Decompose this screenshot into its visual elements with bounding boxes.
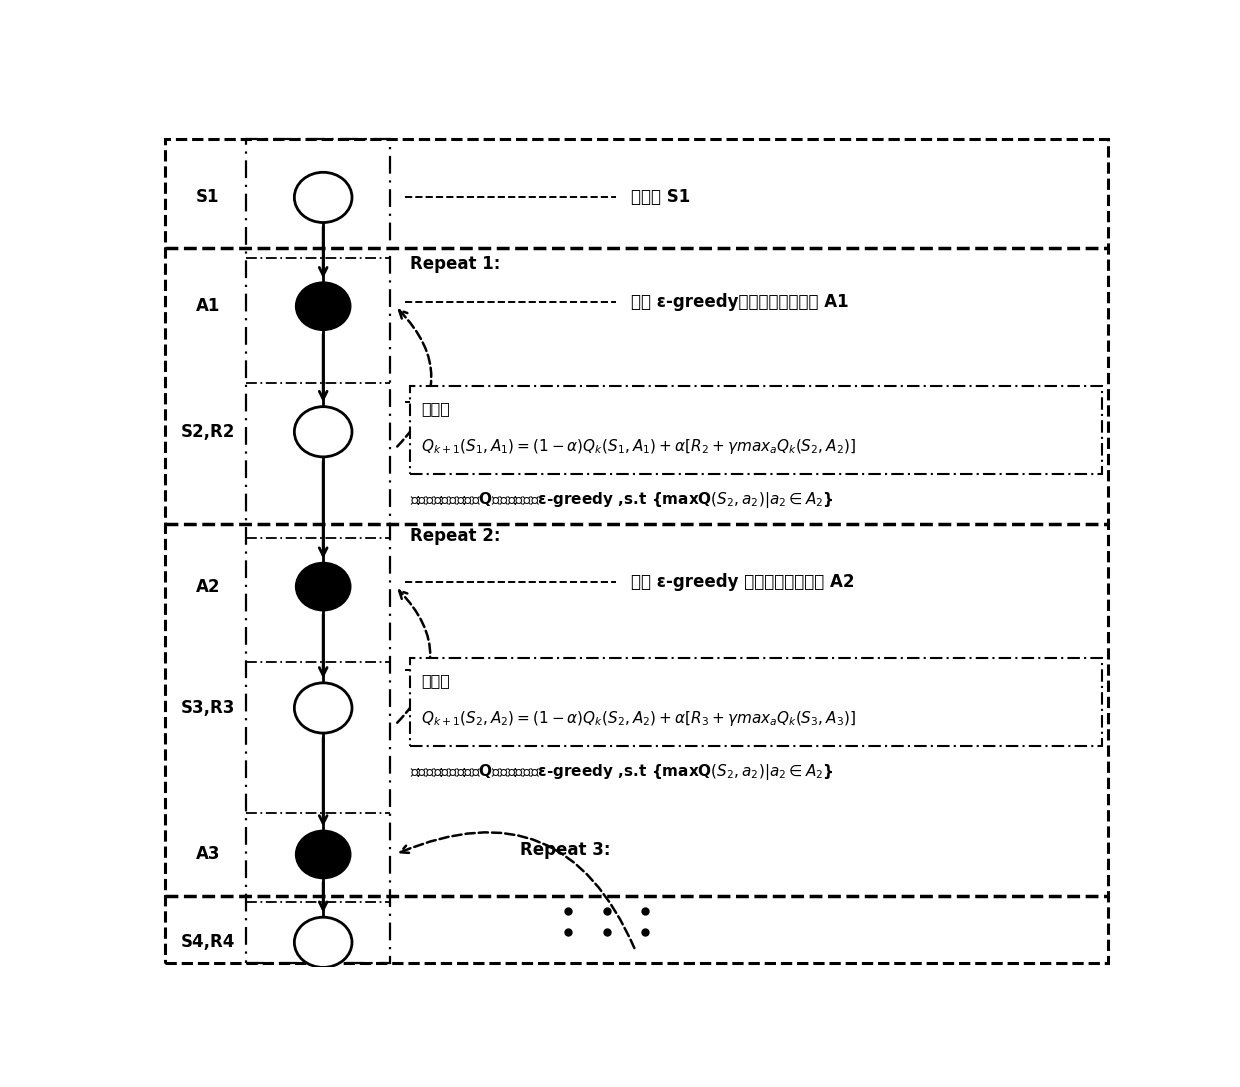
Text: A1: A1: [196, 297, 219, 315]
Text: 更新：: 更新：: [422, 673, 450, 688]
Text: $Q_{k+1}(S_2,A_2) = (1 - \alpha)Q_k(S_2,A_2)+\alpha[R_3 + \gamma max_a Q_k(S_3,A: $Q_{k+1}(S_2,A_2) = (1 - \alpha)Q_k(S_2,…: [422, 710, 857, 728]
Text: 根据环境观测 S2，R2: 根据环境观测 S2，R2: [631, 393, 754, 412]
Text: Repeat 3:: Repeat 3:: [521, 841, 610, 859]
Circle shape: [296, 830, 350, 878]
Text: 根据环境观测 S2，R2: 根据环境观测 S2，R2: [631, 661, 754, 679]
Text: 更新：: 更新：: [422, 401, 450, 416]
Circle shape: [294, 683, 352, 733]
Text: Repeat 2:: Repeat 2:: [409, 527, 500, 546]
Text: 注：以上一步的最佳Q值更新，而非ε-greedy ,s.t {maxQ$(S_2,a_2)|a_2 \in A_2$}: 注：以上一步的最佳Q值更新，而非ε-greedy ,s.t {maxQ$(S_2…: [409, 490, 833, 511]
Text: A3: A3: [196, 846, 221, 863]
Circle shape: [294, 172, 352, 223]
Circle shape: [294, 917, 352, 967]
Text: 注：以上一步的最佳Q值更新，而非ε-greedy ,s.t {maxQ$(S_2,a_2)|a_2 \in A_2$}: 注：以上一步的最佳Q值更新，而非ε-greedy ,s.t {maxQ$(S_2…: [409, 762, 833, 783]
Circle shape: [296, 283, 350, 329]
Circle shape: [296, 563, 350, 610]
Bar: [409, 386, 1101, 474]
Bar: [409, 658, 1101, 746]
Text: $Q_{k+1}(S_1,A_1) = (1 - \alpha)Q_k(S_1,A_1) + \alpha[R_2 + \gamma max_a Q_k(S_2: $Q_{k+1}(S_1,A_1) = (1 - \alpha)Q_k(S_1,…: [422, 437, 857, 457]
Circle shape: [294, 407, 352, 457]
Text: S4,R4: S4,R4: [181, 934, 236, 951]
Text: Repeat 1:: Repeat 1:: [409, 255, 500, 273]
Bar: [247, 139, 391, 963]
Text: A2: A2: [196, 577, 221, 596]
Text: 初始化 S1: 初始化 S1: [631, 188, 689, 207]
Text: S1: S1: [196, 188, 219, 207]
Text: S3,R3: S3,R3: [181, 699, 236, 717]
Text: S2,R2: S2,R2: [181, 423, 236, 440]
Text: 采用 ε-greedy策略选择学习资源 A1: 采用 ε-greedy策略选择学习资源 A1: [631, 293, 848, 311]
Text: 采用 ε-greedy 策略选择学习资源 A2: 采用 ε-greedy 策略选择学习资源 A2: [631, 574, 854, 591]
